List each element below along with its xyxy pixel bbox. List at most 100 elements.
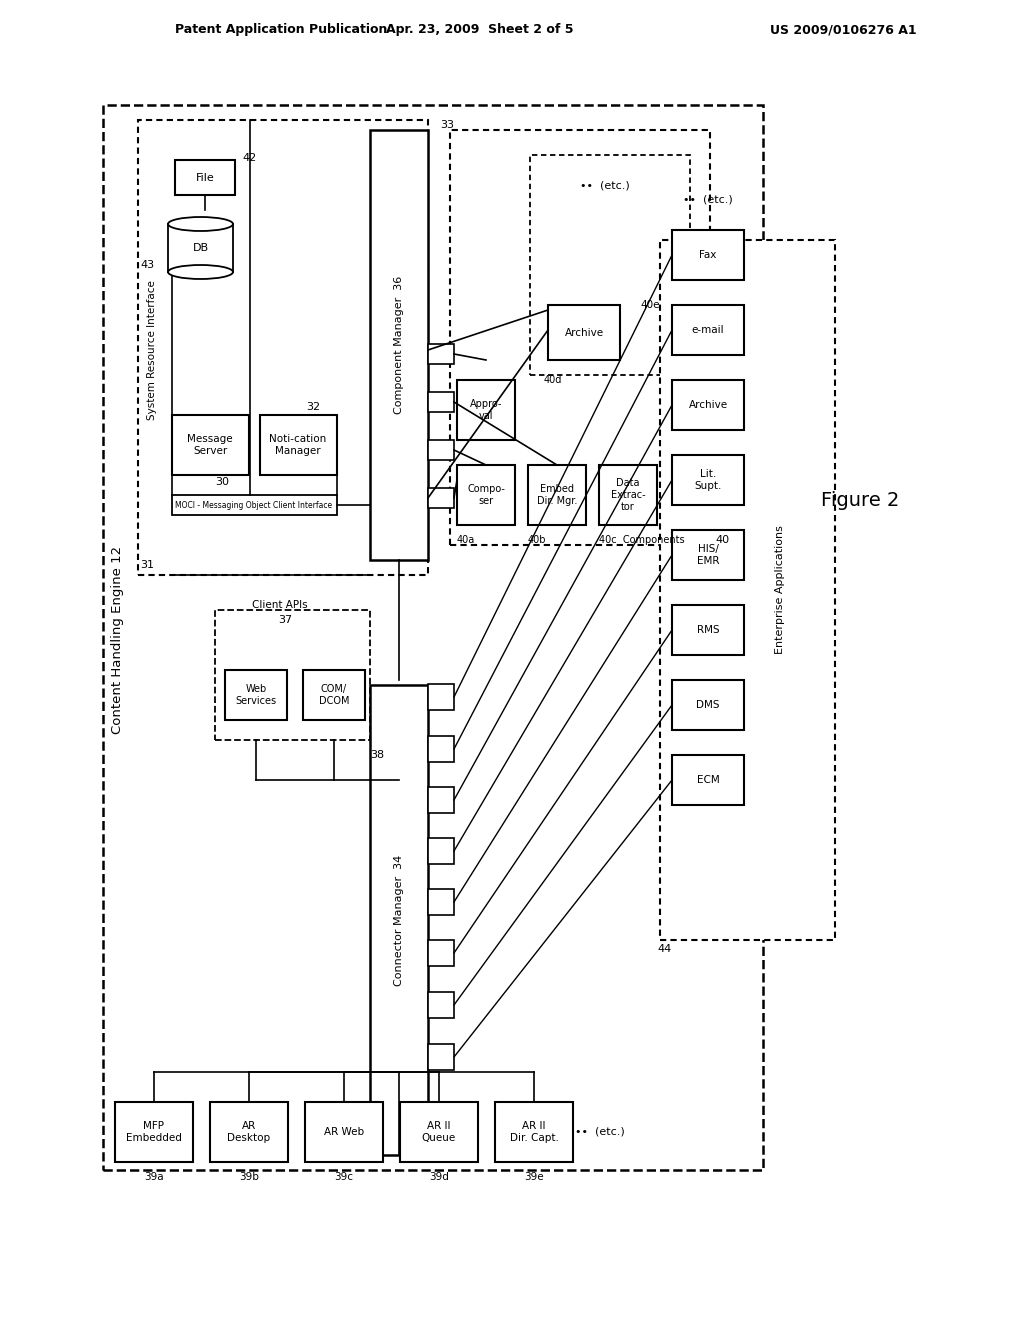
FancyBboxPatch shape [210, 1102, 288, 1162]
FancyBboxPatch shape [428, 684, 454, 710]
Text: 39e: 39e [524, 1172, 544, 1181]
FancyBboxPatch shape [303, 671, 365, 719]
Text: 39d: 39d [429, 1172, 449, 1181]
Text: 39b: 39b [239, 1172, 259, 1181]
Text: ••  (etc.): •• (etc.) [581, 180, 630, 190]
Text: 30: 30 [215, 477, 229, 487]
Text: Appro-
val: Appro- val [470, 399, 502, 421]
Text: 44: 44 [657, 944, 672, 954]
Text: 32: 32 [306, 403, 321, 412]
FancyBboxPatch shape [672, 230, 744, 280]
FancyBboxPatch shape [305, 1102, 383, 1162]
Text: Web
Services: Web Services [236, 684, 276, 706]
Text: 43: 43 [141, 260, 155, 271]
Text: AR
Desktop: AR Desktop [227, 1121, 270, 1143]
FancyBboxPatch shape [428, 1044, 454, 1071]
Text: Compo-
ser: Compo- ser [467, 484, 505, 506]
Text: DMS: DMS [696, 700, 720, 710]
FancyBboxPatch shape [115, 1102, 193, 1162]
FancyBboxPatch shape [370, 685, 428, 1155]
FancyBboxPatch shape [672, 455, 744, 506]
FancyBboxPatch shape [400, 1102, 478, 1162]
FancyBboxPatch shape [457, 380, 515, 440]
Text: ••  (etc.): •• (etc.) [683, 195, 733, 205]
Text: COM/
DCOM: COM/ DCOM [318, 684, 349, 706]
FancyBboxPatch shape [370, 129, 428, 560]
FancyBboxPatch shape [168, 224, 233, 272]
FancyBboxPatch shape [495, 1102, 573, 1162]
Text: 42: 42 [243, 153, 257, 162]
FancyBboxPatch shape [103, 106, 763, 1170]
Text: Noti-cation
Manager: Noti-cation Manager [269, 434, 327, 455]
FancyBboxPatch shape [428, 940, 454, 966]
Text: Patent Application Publication: Patent Application Publication [175, 24, 387, 37]
Text: ECM: ECM [696, 775, 720, 785]
Text: DB: DB [193, 243, 209, 253]
FancyBboxPatch shape [672, 305, 744, 355]
Text: Message
Server: Message Server [187, 434, 232, 455]
FancyBboxPatch shape [172, 495, 337, 515]
Text: Client APIs: Client APIs [252, 601, 307, 610]
Text: 40a: 40a [457, 535, 475, 545]
FancyBboxPatch shape [215, 610, 370, 741]
Text: AR Web: AR Web [324, 1127, 365, 1137]
FancyBboxPatch shape [428, 993, 454, 1018]
FancyBboxPatch shape [450, 129, 710, 545]
Text: Lit.
Supt.: Lit. Supt. [694, 469, 722, 491]
FancyBboxPatch shape [260, 414, 337, 475]
FancyBboxPatch shape [528, 465, 586, 525]
Text: HIS/
EMR: HIS/ EMR [696, 544, 719, 566]
Ellipse shape [168, 265, 233, 279]
FancyBboxPatch shape [428, 488, 454, 508]
Text: Content Handling Engine 12: Content Handling Engine 12 [112, 546, 125, 734]
Text: File: File [196, 173, 214, 183]
Text: Archive: Archive [564, 327, 603, 338]
FancyBboxPatch shape [175, 160, 234, 195]
FancyBboxPatch shape [672, 680, 744, 730]
FancyBboxPatch shape [530, 154, 690, 375]
Text: Component Manager  36: Component Manager 36 [394, 276, 404, 414]
Text: Apr. 23, 2009  Sheet 2 of 5: Apr. 23, 2009 Sheet 2 of 5 [386, 24, 573, 37]
Text: 40d: 40d [544, 375, 562, 385]
FancyBboxPatch shape [428, 888, 454, 915]
FancyBboxPatch shape [428, 392, 454, 412]
Text: 37: 37 [278, 615, 292, 624]
Text: AR II
Dir. Capt.: AR II Dir. Capt. [510, 1121, 558, 1143]
Text: Enterprise Applications: Enterprise Applications [775, 525, 785, 655]
Text: ••  (etc.): •• (etc.) [575, 1127, 625, 1137]
FancyBboxPatch shape [428, 345, 454, 364]
FancyBboxPatch shape [548, 305, 620, 360]
Text: Figure 2: Figure 2 [821, 491, 899, 510]
FancyBboxPatch shape [428, 787, 454, 813]
FancyBboxPatch shape [672, 531, 744, 579]
Text: AR II
Queue: AR II Queue [422, 1121, 456, 1143]
Text: 39a: 39a [144, 1172, 164, 1181]
FancyBboxPatch shape [428, 440, 454, 459]
Text: 40e: 40e [640, 300, 659, 310]
FancyBboxPatch shape [428, 838, 454, 865]
Text: Fax: Fax [699, 249, 717, 260]
Text: e-mail: e-mail [691, 325, 724, 335]
Text: 39c: 39c [335, 1172, 353, 1181]
Text: Embed
Dir. Mgr.: Embed Dir. Mgr. [537, 484, 578, 506]
FancyBboxPatch shape [172, 414, 249, 475]
FancyBboxPatch shape [428, 737, 454, 762]
FancyBboxPatch shape [457, 465, 515, 525]
Text: Data
Extrac-
tor: Data Extrac- tor [610, 478, 645, 512]
FancyBboxPatch shape [672, 605, 744, 655]
Text: US 2009/0106276 A1: US 2009/0106276 A1 [770, 24, 916, 37]
FancyBboxPatch shape [138, 120, 428, 576]
FancyBboxPatch shape [672, 755, 744, 805]
FancyBboxPatch shape [672, 380, 744, 430]
Text: Archive: Archive [688, 400, 728, 411]
FancyBboxPatch shape [660, 240, 835, 940]
Text: System Resource Interface: System Resource Interface [147, 280, 157, 420]
Text: 40: 40 [715, 535, 729, 545]
Text: RMS: RMS [696, 624, 719, 635]
Text: 40b: 40b [528, 535, 547, 545]
FancyBboxPatch shape [225, 671, 287, 719]
Text: 33: 33 [440, 120, 454, 129]
Text: MFP
Embedded: MFP Embedded [126, 1121, 182, 1143]
Ellipse shape [168, 216, 233, 231]
Text: 38: 38 [370, 750, 384, 760]
